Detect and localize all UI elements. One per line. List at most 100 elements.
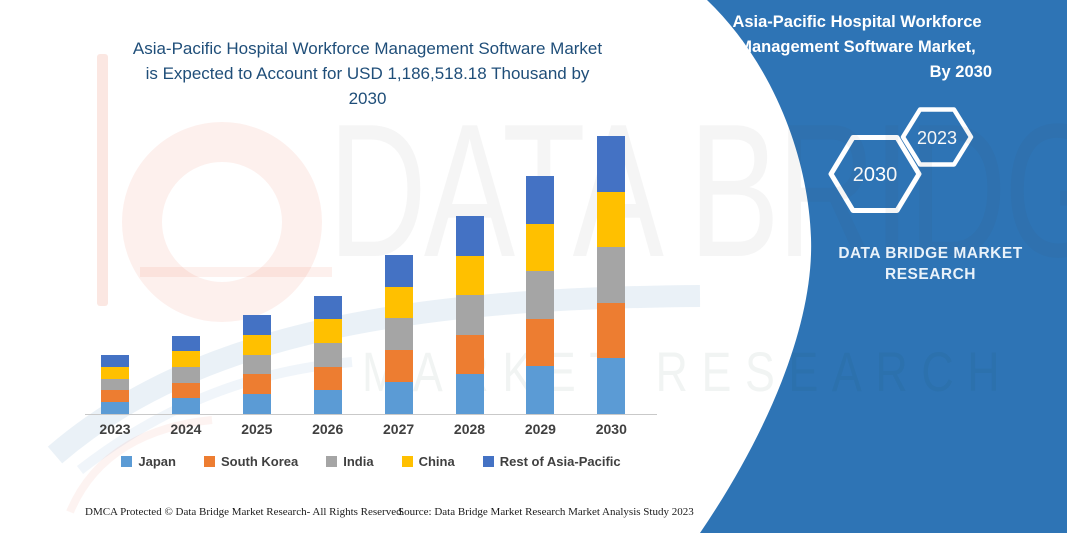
hexagon-2030-outline [828,135,922,213]
bar-segment-china [101,366,129,379]
x-axis-labels: 2023 2024 2025 2026 2027 2028 2029 2030 [85,421,657,441]
logo-swoosh-red-shape [66,416,213,514]
bar-2029 [526,176,555,414]
chart-title-line2: is Expected to Account for USD 1,186,518… [145,64,590,83]
legend-swatch-icon [326,456,338,467]
bar-segment-japan [171,398,200,414]
brand-name: DATA BRIDGE MARKET RESEARCH [828,243,1033,285]
hexagon-2030: 2030 [828,135,922,213]
bar-segment-india [597,247,626,303]
side-panel-background [700,0,1067,533]
legend-item-japan: Japan [121,454,176,469]
bar-2028 [455,216,484,414]
bar-segment-south-korea [242,374,271,395]
legend-label: South Korea [220,454,299,469]
bar-segment-india [101,378,129,391]
bar-segment-rest-of-asia-pacific [526,176,555,224]
legend-label: Rest of Asia-Pacific [499,454,621,469]
bar-segment-india [526,271,555,319]
hexagon-2023-label: 2023 [917,128,957,148]
bar-segment-south-korea [455,334,484,375]
bar-segment-rest-of-asia-pacific [242,315,271,335]
bar-segment-rest-of-asia-pacific [313,295,342,320]
bar-segment-india [171,366,200,383]
bar-segment-south-korea [171,382,200,399]
legend-item-south-korea: South Korea [203,454,299,469]
legend-item-rest-of-asia-pacific: Rest of Asia-Pacific [482,454,621,469]
x-axis-label-2029: 2029 [524,421,556,437]
bar-segment-china [242,334,271,355]
bar-segment-india [455,295,484,335]
bar-segment-japan [313,390,342,414]
logo-bowl-shape [122,122,322,322]
side-panel-title-line2: Management Software Market, [738,38,976,56]
x-axis-label-2023: 2023 [99,421,131,437]
bar-segment-rest-of-asia-pacific [384,254,413,287]
hexagon-2023: 2023 [900,107,974,167]
bar-2026 [313,295,342,414]
bar-segment-china [384,286,413,319]
side-panel-title: Asia-Pacific Hospital Workforce Manageme… [712,10,1002,85]
bar-segment-rest-of-asia-pacific [101,354,129,367]
bar-segment-south-korea [313,366,342,391]
plot-area [85,130,657,415]
bar-segment-japan [384,382,413,414]
x-axis-label-2030: 2030 [595,421,627,437]
legend-swatch-icon [401,456,413,467]
chart-legend: Japan South Korea India China Rest of Asia-P… [85,454,657,469]
legend-swatch-icon [203,456,215,467]
x-axis-label-2028: 2028 [453,421,486,437]
legend-label: India [343,454,374,469]
chart-title: Asia-Pacific Hospital Workforce Manageme… [95,36,640,111]
bar-segment-rest-of-asia-pacific [171,335,200,352]
bar-segment-china [526,223,555,272]
bar-segment-china [597,191,626,248]
brand-line2: RESEARCH [885,266,976,283]
legend-item-india: India [326,454,374,469]
bar-2027 [384,254,413,414]
bar-segment-japan [526,366,555,414]
chart-title-line1: Asia-Pacific Hospital Workforce Manageme… [132,39,603,58]
bar-segment-japan [455,374,484,414]
bar-segment-south-korea [384,350,413,383]
chart-title-line3: 2030 [348,89,387,108]
x-axis-label-2026: 2026 [312,421,344,437]
bar-segment-china [171,351,200,367]
bar-segment-rest-of-asia-pacific [455,216,484,256]
footer-dmca-text: DMCA Protected © Data Bridge Market Rese… [85,506,405,518]
bar-segment-south-korea [526,318,555,367]
brand-line1: DATA BRIDGE MARKET [838,245,1023,262]
side-panel-title-line3: By 2030 [929,63,992,81]
bar-segment-rest-of-asia-pacific [597,136,626,192]
bar-segment-china [455,255,484,296]
bar-2023 [101,354,129,414]
bar-segment-india [384,318,413,351]
bar-segment-china [313,319,342,344]
x-axis-label-2027: 2027 [383,421,415,437]
legend-label: Japan [138,454,176,469]
legend-label: China [418,454,455,469]
footer-source-text: Source: Data Bridge Market Research Mark… [398,506,694,518]
bar-segment-japan [101,402,129,414]
legend-swatch-icon [121,456,133,467]
bar-segment-japan [597,358,626,414]
legend-swatch-icon [482,456,494,467]
legend-item-china: China [401,454,455,469]
bar-2024 [171,335,200,414]
side-panel-title-line1: Asia-Pacific Hospital Workforce [732,13,982,31]
bar-segment-india [242,354,271,375]
hexagon-2030-label: 2030 [853,164,898,186]
logo-underline-shape [140,267,332,277]
bar-2025 [242,315,271,414]
bar-2030 [597,136,626,414]
logo-stem-shape [97,54,108,306]
bar-segment-japan [242,394,271,414]
bar-segment-india [313,343,342,367]
hexagon-2023-outline [900,107,974,167]
bar-segment-south-korea [597,302,626,359]
x-axis-label-2025: 2025 [241,421,273,437]
bar-segment-south-korea [101,390,129,403]
x-axis-label-2024: 2024 [170,421,202,437]
